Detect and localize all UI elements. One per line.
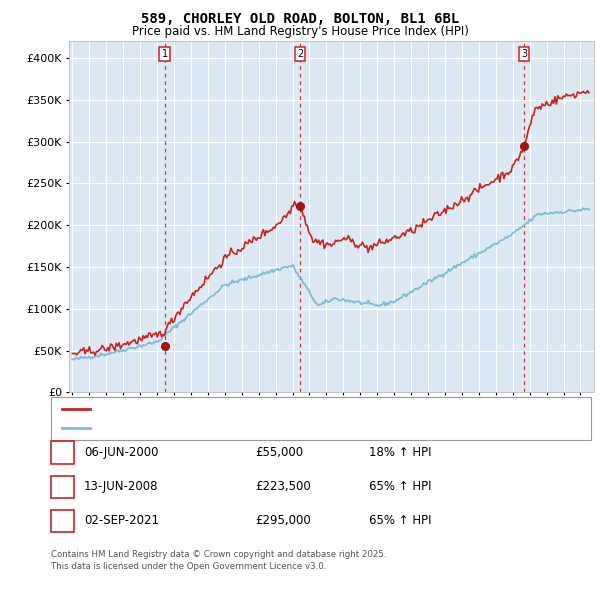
Text: 2: 2 (59, 480, 66, 493)
Text: £295,000: £295,000 (255, 514, 311, 527)
Text: 589, CHORLEY OLD ROAD, BOLTON, BL1 6BL: 589, CHORLEY OLD ROAD, BOLTON, BL1 6BL (141, 12, 459, 26)
Text: £223,500: £223,500 (255, 480, 311, 493)
Text: 3: 3 (59, 514, 66, 527)
Text: HPI: Average price, semi-detached house, Bolton: HPI: Average price, semi-detached house,… (94, 422, 349, 432)
Text: Contains HM Land Registry data © Crown copyright and database right 2025.
This d: Contains HM Land Registry data © Crown c… (51, 550, 386, 571)
Text: £55,000: £55,000 (255, 446, 303, 459)
Text: 1: 1 (161, 49, 167, 59)
Text: 3: 3 (521, 49, 527, 59)
Text: 589, CHORLEY OLD ROAD, BOLTON, BL1 6BL (semi-detached house): 589, CHORLEY OLD ROAD, BOLTON, BL1 6BL (… (94, 404, 449, 414)
Text: 65% ↑ HPI: 65% ↑ HPI (369, 480, 431, 493)
Text: 65% ↑ HPI: 65% ↑ HPI (369, 514, 431, 527)
Text: 02-SEP-2021: 02-SEP-2021 (84, 514, 159, 527)
Text: 06-JUN-2000: 06-JUN-2000 (84, 446, 158, 459)
Text: 18% ↑ HPI: 18% ↑ HPI (369, 446, 431, 459)
Text: 2: 2 (297, 49, 303, 59)
Text: 13-JUN-2008: 13-JUN-2008 (84, 480, 158, 493)
Text: Price paid vs. HM Land Registry's House Price Index (HPI): Price paid vs. HM Land Registry's House … (131, 25, 469, 38)
Text: 1: 1 (59, 446, 66, 459)
